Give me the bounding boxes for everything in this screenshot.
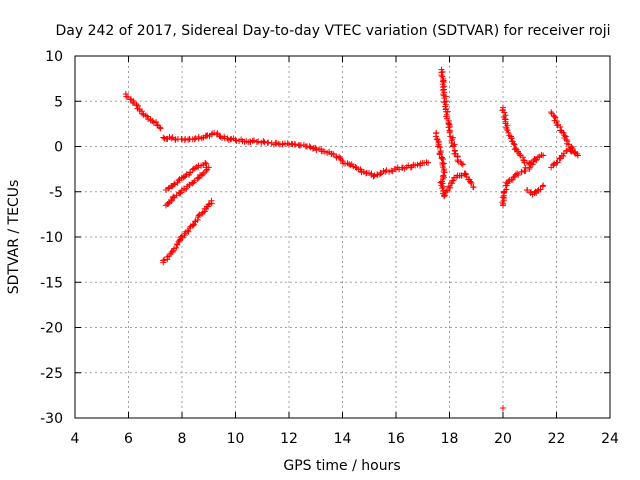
x-tick-label: 20 [494,431,512,447]
data-marker [441,160,447,166]
data-marker [195,214,201,220]
x-tick-label: 4 [71,431,80,447]
chart-title: Day 242 of 2017, Sidereal Day-to-day VTE… [55,23,610,39]
grid [75,56,610,418]
y-tick-label: -25 [40,366,63,382]
x-tick-label: 12 [280,431,298,447]
data-marker [434,137,440,143]
y-tick-label: -20 [40,321,63,337]
x-axis-label: GPS time / hours [283,458,400,474]
data-point [208,198,214,204]
data-marker [442,169,448,175]
y-tick-label: -30 [40,411,63,427]
ticks: 4 6 8 10 12 14 16 18 20 22 24 10 5 0 -5 -10 -15 -20 -25 -30 [40,49,619,447]
y-tick-label: 5 [54,94,63,110]
data-marker [520,157,526,163]
data-point [519,169,525,175]
sdtvar-chart: Day 242 of 2017, Sidereal Day-to-day VTE… [0,0,640,480]
x-tick-label: 16 [387,431,405,447]
data-points [123,67,581,411]
data-marker [440,156,446,162]
data-point [307,144,313,150]
data-marker [200,171,206,177]
y-tick-label: -5 [49,185,63,201]
data-marker [500,194,506,200]
x-tick-label: 10 [227,431,245,447]
x-tick-label: 14 [334,431,352,447]
data-marker [265,140,271,146]
data-marker [255,139,261,145]
x-tick-label: 6 [124,431,133,447]
x-tick-label: 18 [441,431,459,447]
y-tick-label: -15 [40,275,63,291]
data-point [540,182,546,188]
x-tick-label: 8 [178,431,187,447]
y-tick-label: 0 [54,140,63,156]
data-marker [433,133,439,139]
y-tick-label: 10 [45,49,63,65]
y-axis-label: SDTVAR / TECUs [6,180,22,295]
data-point [160,134,166,140]
data-point [158,125,164,131]
data-marker [505,127,511,133]
data-point [500,405,506,411]
y-tick-label: -10 [40,230,63,246]
x-tick-label: 24 [601,431,619,447]
x-tick-label: 22 [548,431,566,447]
